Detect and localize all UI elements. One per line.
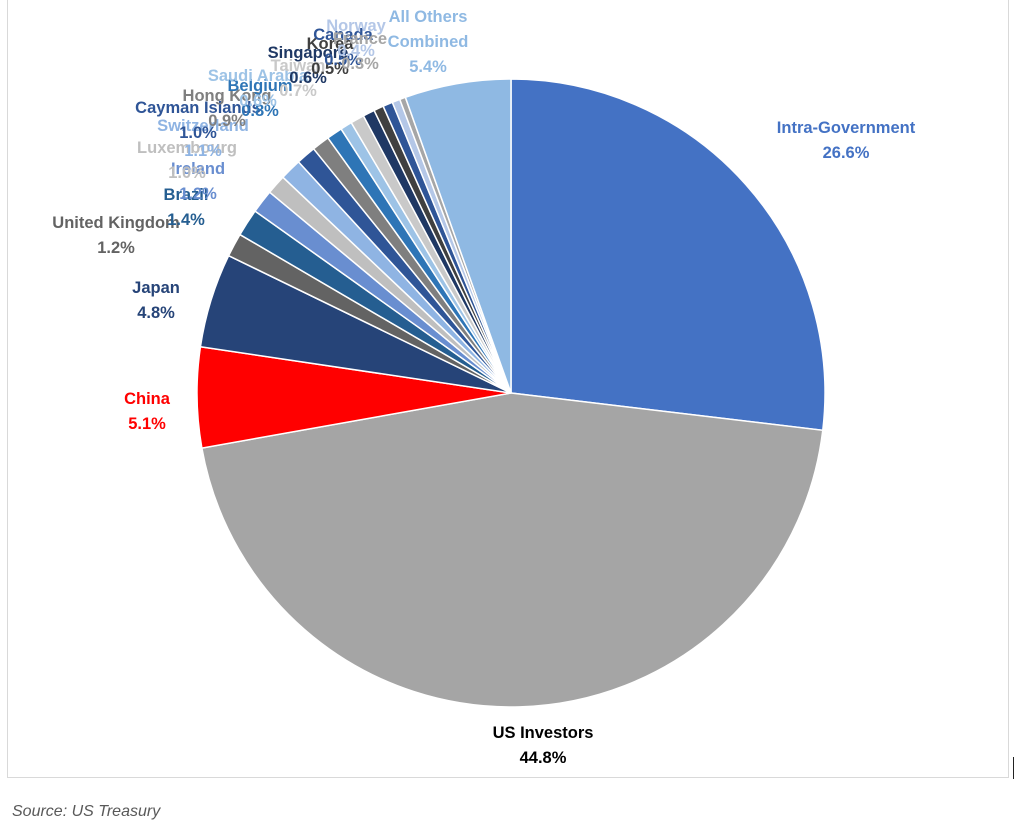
label-norway: Norway 0.4% bbox=[326, 17, 386, 60]
chart-frame bbox=[7, 0, 1009, 778]
value-us-investors: 44.8% bbox=[520, 749, 567, 767]
value-ireland: 1.2% bbox=[179, 185, 217, 203]
label-france: France 0.3% bbox=[333, 30, 387, 73]
label-all-others-combined: All Others Combined 5.4% bbox=[388, 8, 469, 76]
label-korea: Korea 0.5% bbox=[307, 35, 355, 78]
value-cayman-islands: 1.0% bbox=[179, 124, 217, 142]
label-china: China 5.1% bbox=[124, 390, 171, 433]
pie-labels: Intra-Government 26.6% US Investors 44.8% Ch… bbox=[52, 8, 915, 767]
value-japan: 4.8% bbox=[137, 304, 175, 322]
slice-intra-government bbox=[510, 78, 826, 432]
value-luxembourg: 1.0% bbox=[168, 164, 206, 182]
label-hong-kong: Hong Kong 0.9% bbox=[183, 87, 272, 130]
value-norway: 0.4% bbox=[337, 42, 375, 60]
value-canada: 0.5% bbox=[324, 51, 362, 69]
value-singapore: 0.6% bbox=[289, 69, 327, 87]
value-intra-government: 26.6% bbox=[823, 144, 870, 162]
slice-all-others-combined bbox=[404, 78, 512, 394]
value-france: 0.3% bbox=[341, 55, 379, 73]
source-note: Source: US Treasury bbox=[12, 803, 161, 820]
label-saudi-arabia: Saudi Arabia 0.6% bbox=[208, 67, 309, 110]
label-switzerland: Switzerland 1.1% bbox=[157, 117, 249, 160]
label-intra-government: Intra-Government 26.6% bbox=[777, 119, 916, 162]
label-cayman-islands: Cayman Islands 1.0% bbox=[135, 99, 261, 142]
slice-us-investors bbox=[200, 392, 824, 708]
label-brazil: Brazil 1.4% bbox=[164, 186, 209, 229]
value-all-others-combined: 5.4% bbox=[409, 58, 447, 76]
value-brazil: 1.4% bbox=[167, 211, 205, 229]
value-united-kingdom: 1.2% bbox=[97, 239, 135, 257]
label-taiwan: Taiwan 0.7% bbox=[271, 57, 326, 100]
frame-tick bbox=[1013, 757, 1014, 779]
value-korea: 0.5% bbox=[311, 60, 349, 78]
value-saudi-arabia: 0.6% bbox=[239, 92, 277, 110]
label-united-kingdom: United Kingdom 1.2% bbox=[52, 214, 179, 257]
label-ireland: Ireland 1.2% bbox=[171, 160, 225, 203]
label-canada: Canada 0.5% bbox=[313, 26, 373, 69]
value-belgium: 0.8% bbox=[241, 102, 279, 120]
value-taiwan: 0.7% bbox=[279, 82, 317, 100]
pie-slices bbox=[196, 78, 826, 708]
label-us-investors: US Investors 44.8% bbox=[493, 724, 594, 767]
pie-chart: Intra-Government 26.6% US Investors 44.8% Ch… bbox=[52, 8, 915, 767]
value-switzerland: 1.1% bbox=[184, 142, 222, 160]
label-belgium: Belgium 0.8% bbox=[227, 77, 292, 120]
label-japan: Japan 4.8% bbox=[132, 279, 180, 322]
value-china: 5.1% bbox=[128, 415, 166, 433]
label-luxembourg: Luxembourg 1.0% bbox=[137, 139, 237, 182]
value-hong-kong: 0.9% bbox=[208, 112, 246, 130]
label-singapore: Singapore 0.6% bbox=[268, 44, 349, 87]
